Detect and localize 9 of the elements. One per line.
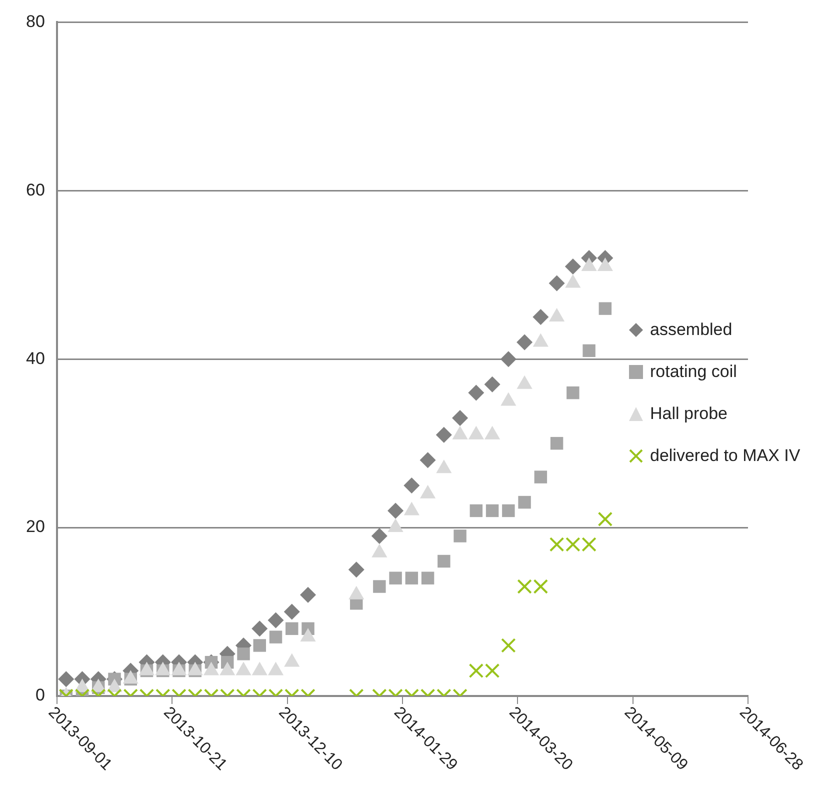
legend-label: delivered to MAX IV [650, 446, 800, 466]
y-tick-label: 0 [35, 686, 45, 705]
legend-label: assembled [650, 320, 732, 340]
y-tick-label: 80 [26, 12, 45, 31]
y-tick-label: 60 [26, 180, 45, 200]
y-tick-label: 20 [26, 517, 45, 536]
y-tick-label: 40 [26, 348, 45, 368]
legend-label: Hall probe [650, 404, 728, 424]
legend-label: rotating coil [650, 362, 737, 382]
